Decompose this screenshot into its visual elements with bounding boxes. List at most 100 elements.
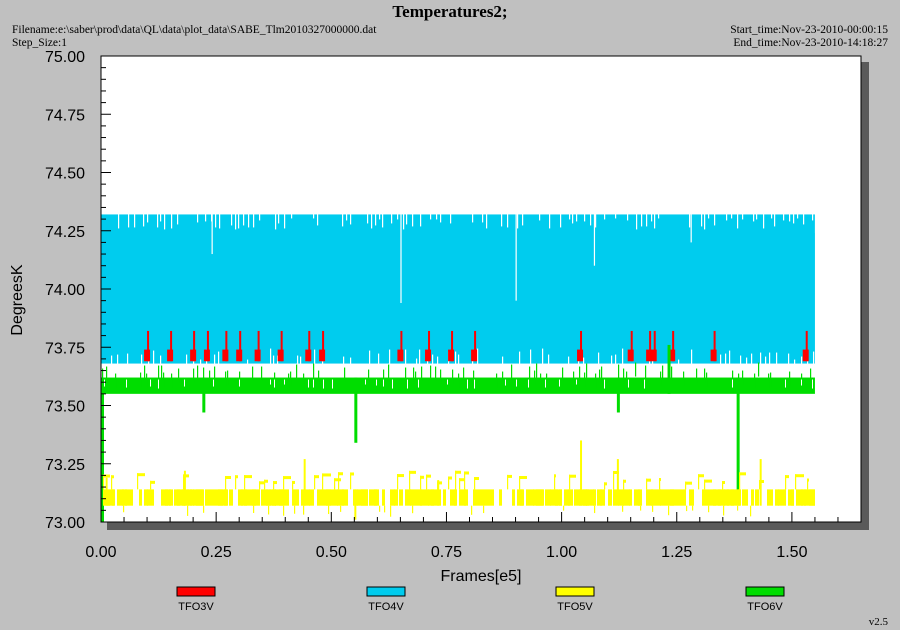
series-tfo5v-block bbox=[107, 489, 114, 506]
series-tfo3v-spike bbox=[580, 330, 583, 362]
series-tfo5v-block bbox=[459, 489, 466, 506]
series-tfo5v-upper bbox=[785, 475, 789, 479]
series-tfo4v-notch bbox=[502, 356, 504, 365]
series-tfo5v-upper bbox=[259, 481, 265, 485]
filename-label: Filename:e:\saber\prod\data\QL\data\plot… bbox=[12, 24, 377, 36]
series-tfo5v-link bbox=[623, 479, 625, 490]
legend-swatch bbox=[745, 586, 785, 597]
series-tfo5v-block bbox=[738, 489, 741, 506]
series-tfo5v-block bbox=[161, 489, 168, 506]
series-tfo6v-gap bbox=[505, 379, 506, 386]
series-tfo6v-fringe bbox=[662, 365, 664, 380]
series-tfo5v-block bbox=[369, 489, 377, 506]
series-tfo5v-block bbox=[190, 489, 194, 506]
series-tfo5v-upper bbox=[623, 479, 626, 483]
series-tfo5v-block bbox=[218, 489, 223, 506]
series-tfo6v-fringe bbox=[511, 364, 513, 379]
series-tfo5v-block bbox=[454, 489, 457, 506]
series-tfo4v-notch bbox=[507, 213, 509, 228]
step-size-label: Step_Size:1 bbox=[12, 37, 67, 49]
y-tick-label: 74.25 bbox=[45, 224, 85, 241]
series-tfo6v-fringe bbox=[660, 371, 662, 386]
series-tfo4v-notch bbox=[678, 359, 680, 365]
x-tick-label: 0.00 bbox=[85, 544, 116, 561]
series-tfo5v-block bbox=[187, 489, 192, 506]
series-tfo6v-fringe bbox=[163, 372, 165, 387]
series-tfo4v-notch bbox=[297, 355, 299, 365]
series-tfo4v-notch bbox=[714, 213, 716, 226]
series-tfo5v-link bbox=[397, 474, 399, 490]
series-tfo6v-fringe bbox=[546, 373, 548, 388]
series-tfo6v-fringe bbox=[758, 362, 760, 377]
series-tfo4v-notch bbox=[219, 213, 221, 229]
series-tfo3v-spike bbox=[239, 330, 242, 362]
series-tfo5v-link bbox=[412, 505, 414, 514]
series-tfo4v-notch bbox=[171, 213, 173, 229]
x-axis-title: Frames[e5] bbox=[441, 568, 522, 585]
series-tfo6v-gap bbox=[270, 379, 271, 385]
series-tfo6v-fringe bbox=[225, 371, 227, 386]
series-tfo4v-notch bbox=[753, 213, 755, 222]
series-tfo5v-link bbox=[314, 475, 316, 490]
series-tfo5v-upper bbox=[507, 474, 512, 478]
series-tfo5v-block bbox=[301, 489, 304, 506]
series-tfo6v-gap bbox=[785, 379, 786, 388]
series-tfo6v-fringe bbox=[115, 373, 117, 388]
y-tick-label: 75.00 bbox=[45, 49, 85, 66]
series-tfo6v-gap bbox=[392, 379, 393, 389]
series-tfo5v-link bbox=[737, 505, 739, 511]
series-tfo5v-link bbox=[464, 471, 466, 490]
series-tfo4v-dip bbox=[400, 213, 402, 303]
series-tfo5v-block bbox=[655, 489, 661, 506]
y-tick-label: 73.75 bbox=[45, 340, 85, 357]
y-tick-label: 74.00 bbox=[45, 282, 85, 299]
series-tfo5v-block bbox=[702, 489, 709, 506]
chart-title: Temperatures2; bbox=[392, 2, 508, 21]
series-tfo4v-notch bbox=[440, 213, 442, 223]
series-tfo3v-spike bbox=[428, 330, 431, 362]
series-tfo3v-block bbox=[144, 349, 151, 362]
series-tfo5v-block bbox=[394, 489, 398, 506]
series-tfo6v-gap bbox=[332, 379, 333, 389]
series-tfo6v-gap bbox=[376, 379, 377, 386]
series-tfo4v-notch bbox=[270, 348, 272, 365]
series-tfo4v-notch bbox=[153, 350, 155, 365]
series-tfo4v-notch bbox=[583, 357, 585, 365]
series-tfo3v-spike bbox=[147, 330, 150, 362]
series-tfo4v-notch bbox=[314, 349, 316, 365]
series-tfo6v-spike bbox=[667, 344, 671, 394]
series-tfo5v-block bbox=[638, 489, 642, 506]
series-tfo4v-notch bbox=[235, 213, 237, 230]
series-tfo5v-link bbox=[795, 474, 797, 490]
series-tfo5v-link bbox=[448, 476, 450, 490]
series-tfo5v-block bbox=[670, 489, 674, 506]
series-tfo4v-notch bbox=[200, 359, 202, 365]
series-tfo4v-band bbox=[101, 214, 815, 364]
series-tfo6v-fringe bbox=[144, 365, 146, 380]
series-tfo6v-fringe bbox=[810, 368, 812, 383]
series-tfo6v-fringe bbox=[415, 371, 417, 386]
series-tfo4v-notch bbox=[238, 213, 240, 229]
series-tfo5v-block bbox=[205, 489, 209, 506]
series-tfo5v-upper bbox=[244, 475, 252, 479]
series-tfo4v-notch bbox=[437, 356, 439, 365]
series-tfo5v-block bbox=[382, 489, 385, 506]
series-tfo4v-notch bbox=[760, 352, 762, 365]
series-tfo6v-gap bbox=[323, 379, 324, 389]
series-tfo4v-notch bbox=[737, 213, 739, 229]
series-tfo5v-link bbox=[183, 474, 185, 490]
series-tfo5v-upper bbox=[322, 473, 331, 477]
series-tfo6v-gap bbox=[545, 379, 546, 388]
series-tfo5v-link bbox=[594, 505, 596, 514]
series-tfo4v-notch bbox=[604, 213, 606, 220]
series-tfo5v-block bbox=[450, 489, 456, 506]
legend-item-tfo3v: TFO3V bbox=[176, 586, 216, 613]
series-tfo4v-notch bbox=[720, 354, 722, 365]
series-tfo6v-gap bbox=[559, 379, 560, 387]
series-tfo6v-fringe bbox=[536, 363, 538, 378]
series-tfo4v-notch bbox=[472, 213, 474, 223]
series-tfo5v-block bbox=[390, 489, 395, 506]
series-tfo5v-block bbox=[209, 489, 213, 506]
series-tfo5v-block bbox=[775, 489, 779, 506]
